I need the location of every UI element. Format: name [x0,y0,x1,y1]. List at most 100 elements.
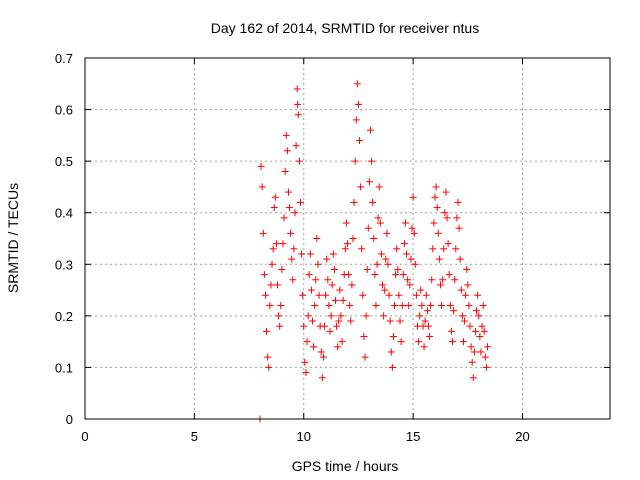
data-point [455,224,463,232]
data-point [463,265,471,273]
data-point [298,250,306,258]
data-point [401,219,409,227]
data-point [409,193,417,201]
data-point [391,302,399,310]
data-point [344,240,351,248]
data-point [319,353,327,361]
data-point [268,260,276,268]
chart-title: Day 162 of 2014, SRMTID for receiver ntu… [211,20,479,36]
data-point [382,255,390,263]
data-point [278,265,286,273]
data-point [350,198,358,206]
data-points [256,80,491,423]
data-point [271,193,279,201]
data-point [405,302,413,310]
data-point [368,157,376,165]
y-tick-label: 0.5 [55,154,73,169]
data-point [438,302,446,310]
data-point [336,286,344,294]
data-point [415,338,423,346]
data-point [386,317,394,325]
data-point [429,245,437,253]
data-point [280,214,288,222]
data-point [366,126,374,134]
data-point [407,255,415,263]
data-point [370,235,378,242]
data-point [432,183,440,191]
data-point [430,219,438,227]
data-point [294,100,302,108]
data-point [264,353,272,361]
y-tick-label: 0.3 [55,257,73,272]
data-point [364,224,372,232]
data-point [281,167,289,175]
data-point [476,332,484,340]
data-point [310,343,318,351]
data-point [417,286,425,294]
data-point [288,255,296,263]
data-point [441,209,449,217]
data-point [325,302,333,310]
data-point [302,369,310,377]
data-point [330,265,338,273]
data-point [456,255,464,263]
data-point [416,312,424,320]
data-point [357,183,365,191]
data-point [326,327,334,335]
data-point [286,204,294,212]
data-point [379,281,386,289]
data-point [481,353,489,361]
data-point [353,80,361,88]
data-point [473,307,481,315]
data-point [317,348,325,356]
data-point [283,147,291,155]
data-point [361,353,369,361]
data-point [356,137,364,145]
data-point [447,327,455,335]
data-point [373,260,381,268]
data-point [461,317,469,325]
y-tick-label: 0.2 [55,309,73,324]
data-point [337,312,345,320]
data-point [439,276,447,284]
data-point [410,229,418,237]
data-point [260,271,268,279]
data-point [324,276,332,284]
data-point [431,193,439,201]
data-point [292,142,300,150]
data-point [412,291,420,299]
data-point [284,188,292,196]
data-point [436,281,444,289]
data-point [296,198,304,206]
data-point [365,178,373,186]
data-point [446,302,454,310]
data-point [341,245,349,253]
data-point [267,281,275,289]
data-point [257,162,265,170]
data-point [433,204,441,212]
data-point [259,229,267,237]
y-tick-label: 0.1 [55,360,73,375]
data-point [318,374,326,382]
data-point [406,281,414,289]
plot-area-border [84,57,611,420]
data-point [333,322,341,330]
data-point [477,348,485,356]
data-point [272,240,280,248]
data-point [314,260,322,268]
data-point [282,131,290,139]
data-point [458,312,466,320]
data-point [459,338,467,346]
data-point [474,291,482,299]
data-point [274,281,281,289]
data-point [291,209,299,217]
data-point [354,100,362,108]
data-point [331,296,339,304]
data-point [395,291,403,299]
data-point [450,307,458,315]
x-tick-label: 15 [406,429,420,444]
data-point [403,250,411,258]
data-point [462,291,470,299]
data-point [276,322,284,330]
data-point [305,271,313,279]
